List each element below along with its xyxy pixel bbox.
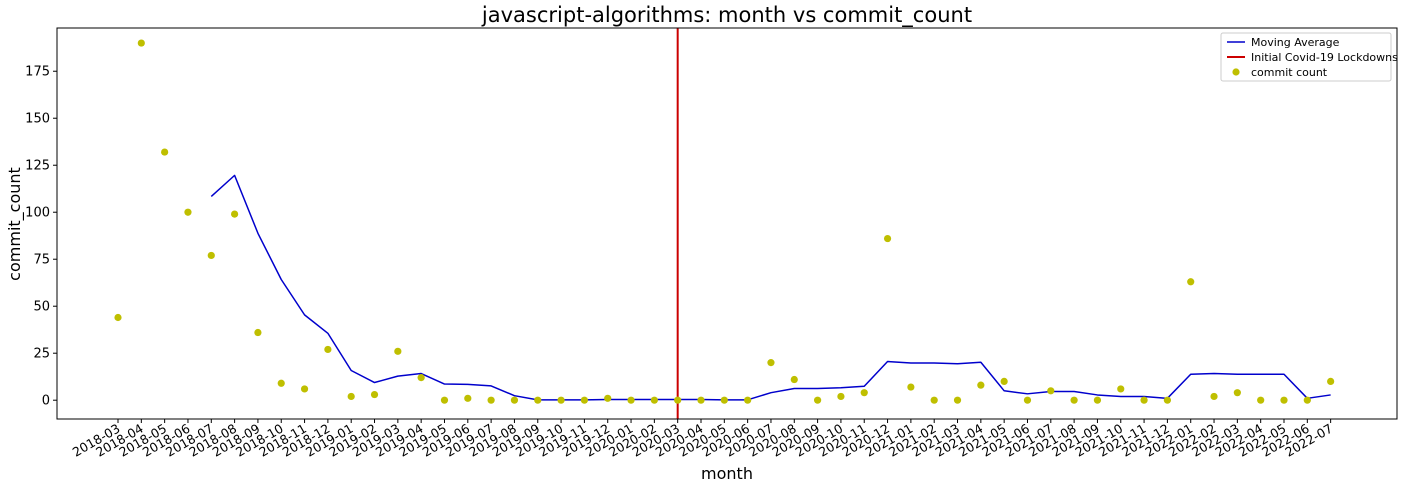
commit-count-point bbox=[231, 210, 239, 218]
legend-entry-label: Initial Covid-19 Lockdowns bbox=[1251, 51, 1398, 64]
commit-count-point bbox=[1140, 396, 1148, 404]
y-tick-label: 150 bbox=[25, 112, 50, 127]
commit-count-point bbox=[1257, 396, 1265, 404]
commit-count-point bbox=[207, 251, 215, 260]
y-tick-label: 50 bbox=[33, 300, 50, 315]
commit-count-point bbox=[1187, 278, 1195, 286]
commit-count-point bbox=[837, 392, 845, 401]
commit-count-point bbox=[650, 396, 658, 404]
commit-count-point bbox=[464, 394, 472, 402]
commit-count-point bbox=[1047, 387, 1055, 395]
y-tick-label: 100 bbox=[25, 206, 50, 221]
commit-count-point bbox=[720, 396, 728, 404]
x-axis-label: month bbox=[701, 464, 753, 483]
commit-count-point bbox=[534, 396, 542, 404]
commit-count-point bbox=[417, 374, 425, 382]
y-tick-label: 175 bbox=[25, 65, 50, 80]
commit-count-point bbox=[697, 396, 705, 404]
commit-count-point bbox=[1210, 392, 1218, 401]
plot-frame bbox=[56, 27, 1398, 420]
commit-count-point bbox=[1303, 396, 1311, 404]
commit-count-point bbox=[1093, 396, 1102, 404]
commit-count-point bbox=[1233, 389, 1241, 397]
commit-count-point bbox=[604, 394, 612, 402]
commit-count-point bbox=[860, 389, 868, 397]
commit-count-point bbox=[814, 396, 822, 404]
commit-count-point bbox=[744, 396, 752, 404]
commit-count-point bbox=[953, 396, 962, 404]
commit-count-point bbox=[510, 396, 519, 404]
commit-count-point bbox=[394, 347, 402, 355]
commit-count-point bbox=[1163, 396, 1171, 404]
legend-swatch-dot bbox=[1232, 68, 1240, 76]
commit-count-point bbox=[977, 381, 985, 389]
commit-count-point bbox=[161, 148, 169, 156]
commit-count-point bbox=[184, 208, 192, 216]
commit-count-point bbox=[254, 328, 262, 337]
commit-count-point bbox=[1070, 396, 1078, 404]
commit-count-point bbox=[487, 396, 495, 404]
y-tick-label: 125 bbox=[25, 159, 50, 174]
commit-count-point bbox=[370, 390, 379, 399]
legend-entry-label: commit count bbox=[1251, 66, 1328, 79]
commit-count-point bbox=[277, 379, 285, 387]
commit-count-point bbox=[580, 396, 589, 404]
commit-count-point bbox=[767, 359, 775, 367]
y-tick-label: 25 bbox=[33, 347, 50, 362]
commit-count-point bbox=[930, 396, 938, 404]
commit-count-point bbox=[790, 375, 798, 384]
commit-count-point bbox=[907, 383, 915, 391]
commit-count-point bbox=[627, 396, 635, 404]
commit-count-point bbox=[1000, 377, 1008, 385]
commit-count-point bbox=[347, 392, 355, 401]
commit-count-point bbox=[114, 313, 122, 322]
commit-count-point bbox=[440, 396, 449, 404]
commit-count-point bbox=[1327, 377, 1335, 385]
legend-box bbox=[1220, 32, 1392, 82]
commit-count-point bbox=[324, 345, 332, 354]
commit-count-point bbox=[1280, 396, 1288, 404]
commit-count-point bbox=[1023, 396, 1032, 404]
chart-title: javascript-algorithms: month vs commit_c… bbox=[481, 3, 972, 28]
commit-count-point bbox=[137, 39, 145, 47]
commit-count-point bbox=[1117, 385, 1125, 393]
y-axis-label: commit_count bbox=[5, 167, 25, 281]
plot-layer bbox=[114, 28, 1335, 419]
commit-count-point bbox=[883, 234, 892, 243]
legend-entry-label: Moving Average bbox=[1251, 36, 1340, 49]
legend: Moving Average Initial Covid-19 Lockdowns… bbox=[1220, 32, 1398, 82]
y-tick-label: 75 bbox=[33, 253, 50, 268]
commit-count-point bbox=[557, 396, 565, 404]
moving-average-line bbox=[210, 174, 1331, 401]
commit-count-point bbox=[300, 385, 309, 393]
y-tick-label: 0 bbox=[42, 394, 50, 409]
commit-count-point bbox=[674, 396, 682, 404]
